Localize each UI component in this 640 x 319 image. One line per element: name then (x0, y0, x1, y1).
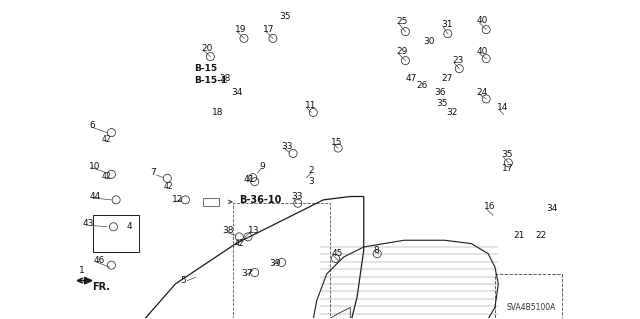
Text: 42: 42 (101, 172, 111, 181)
Text: 1: 1 (79, 266, 85, 275)
Text: 35: 35 (436, 99, 448, 108)
Text: 28: 28 (219, 74, 230, 83)
Text: 21: 21 (513, 231, 524, 240)
Text: 27: 27 (441, 74, 452, 83)
Text: 33: 33 (291, 192, 303, 201)
Text: 10: 10 (89, 162, 100, 171)
Text: B-15-1: B-15-1 (194, 76, 227, 85)
Text: 42: 42 (163, 182, 173, 191)
Bar (232, 203, 330, 319)
Text: B-36-10: B-36-10 (239, 195, 282, 205)
Text: 17: 17 (502, 164, 513, 173)
Text: FR.: FR. (92, 282, 110, 292)
Text: 22: 22 (535, 231, 547, 240)
Text: 4: 4 (127, 222, 132, 231)
Text: 16: 16 (483, 202, 495, 211)
Text: 44: 44 (89, 192, 100, 201)
Text: 17: 17 (263, 25, 275, 34)
Text: 26: 26 (416, 81, 428, 90)
Text: 34: 34 (231, 88, 243, 97)
Text: 42: 42 (234, 239, 244, 248)
Text: 46: 46 (93, 256, 104, 265)
Text: 31: 31 (441, 20, 452, 29)
Text: 38: 38 (223, 226, 234, 235)
Text: 15: 15 (332, 138, 343, 147)
Text: 41: 41 (244, 175, 255, 184)
Polygon shape (84, 277, 92, 284)
Text: 14: 14 (497, 103, 508, 112)
Text: 42: 42 (101, 135, 111, 144)
Bar (93, 215, 139, 252)
Text: 24: 24 (477, 88, 488, 97)
Text: 2: 2 (308, 167, 314, 175)
Text: 35: 35 (502, 150, 513, 159)
Text: 36: 36 (435, 88, 446, 97)
Text: 47: 47 (406, 74, 417, 83)
Text: 39: 39 (269, 259, 281, 268)
Text: 19: 19 (234, 25, 246, 34)
Text: 45: 45 (332, 249, 343, 258)
Text: 7: 7 (150, 168, 156, 177)
Text: 32: 32 (446, 108, 457, 117)
Text: 43: 43 (83, 219, 94, 228)
Bar (495, 274, 562, 319)
Text: 11: 11 (305, 101, 316, 110)
Text: 9: 9 (259, 162, 265, 171)
Text: 13: 13 (248, 226, 259, 235)
Text: SVA4B5100A: SVA4B5100A (506, 303, 556, 312)
Text: 34: 34 (547, 204, 558, 213)
Text: 25: 25 (396, 17, 408, 26)
Text: 20: 20 (201, 44, 212, 53)
Text: 5: 5 (180, 276, 186, 285)
Text: 40: 40 (477, 16, 488, 25)
Text: 8: 8 (374, 246, 380, 255)
Bar (203, 198, 219, 206)
Text: 30: 30 (423, 37, 435, 46)
Text: 37: 37 (241, 269, 253, 278)
Text: 35: 35 (280, 12, 291, 21)
Text: 12: 12 (172, 195, 183, 204)
Text: 40: 40 (477, 47, 488, 56)
Text: 3: 3 (308, 177, 314, 186)
Text: 6: 6 (89, 121, 95, 130)
Text: 29: 29 (396, 47, 408, 56)
Text: 33: 33 (282, 142, 293, 151)
Text: B-15: B-15 (194, 64, 218, 73)
Text: 18: 18 (212, 108, 224, 117)
Text: 23: 23 (452, 56, 464, 65)
